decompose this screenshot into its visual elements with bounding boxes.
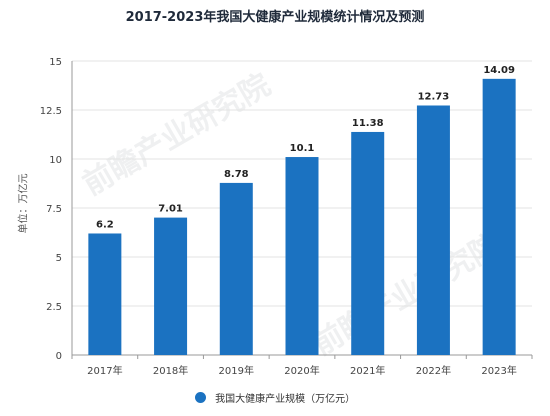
y-tick-label: 5	[56, 253, 62, 264]
legend-label: 我国大健康产业规模（万亿元）	[215, 394, 356, 405]
y-tick-label: 12.5	[40, 106, 62, 117]
y-tick-label: 7.5	[46, 204, 62, 215]
bar	[154, 217, 188, 355]
bar	[285, 157, 319, 355]
x-tick-label: 2019年	[219, 364, 254, 377]
bar-value-label: 6.2	[96, 219, 114, 230]
bar-value-label: 10.1	[290, 143, 315, 154]
bar-value-label: 12.73	[418, 91, 450, 102]
x-tick-label: 2023年	[481, 364, 516, 377]
bar-value-label: 8.78	[224, 169, 249, 180]
y-tick-label: 2.5	[46, 302, 62, 313]
bar-value-label: 14.09	[483, 65, 515, 76]
bar	[219, 182, 253, 355]
chart-title: 2017-2023年我国大健康产业规模统计情况及预测	[125, 10, 425, 25]
x-tick-label: 2020年	[284, 364, 319, 377]
bar-value-label: 7.01	[158, 204, 183, 215]
chart-legend: 我国大健康产业规模（万亿元）	[0, 390, 550, 405]
x-tick-label: 2018年	[153, 364, 188, 377]
legend-swatch	[194, 392, 206, 403]
x-tick-label: 2021年	[350, 364, 385, 377]
bar	[88, 233, 122, 355]
y-tick-label: 10	[49, 155, 62, 166]
x-tick-label: 2022年	[416, 364, 451, 377]
bar	[351, 131, 385, 355]
bar-value-label: 11.38	[352, 118, 384, 129]
y-tick-label: 15	[49, 57, 62, 68]
y-tick-label: 0	[56, 351, 62, 362]
x-tick-label: 2017年	[87, 364, 122, 377]
bar	[482, 78, 516, 355]
bar	[416, 105, 450, 355]
